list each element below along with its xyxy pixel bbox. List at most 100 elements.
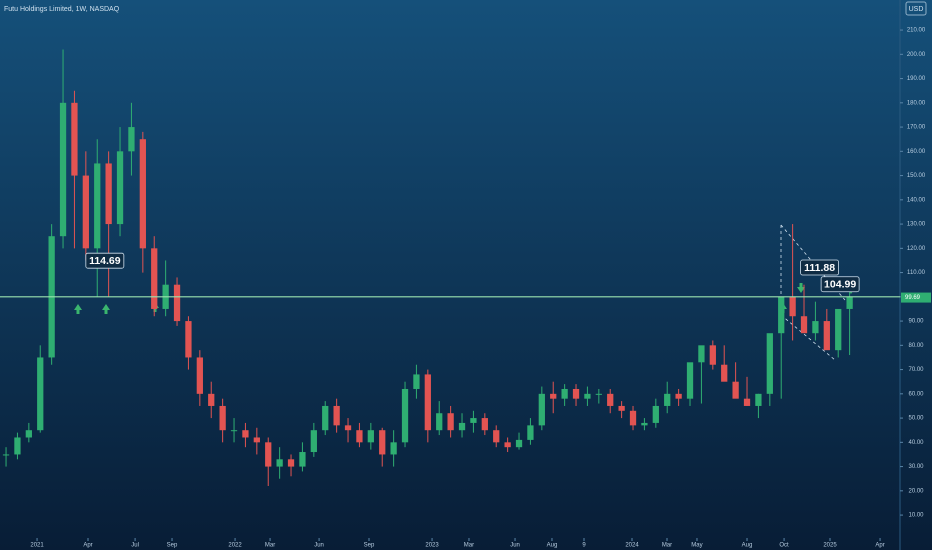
currency-box xyxy=(905,1,927,16)
candle-body xyxy=(401,388,409,443)
candle-body xyxy=(344,425,352,431)
y-tick-label: 180.00 xyxy=(907,100,926,106)
x-tick-label: Sep xyxy=(364,543,375,549)
candle-body xyxy=(721,364,728,382)
candle-body xyxy=(367,430,374,443)
candle-body xyxy=(253,437,260,443)
y-tick-label: 50.00 xyxy=(908,416,924,422)
y-tick-label: 170.00 xyxy=(907,125,926,131)
last-price-box xyxy=(901,292,931,303)
candle-body xyxy=(139,139,146,249)
candle-body xyxy=(607,393,614,406)
currency: USD xyxy=(909,6,924,13)
candle-body xyxy=(481,418,488,431)
candle-body xyxy=(812,321,819,334)
candle-body xyxy=(504,442,511,448)
y-tick-label: 120.00 xyxy=(907,246,926,252)
candle-body xyxy=(276,459,283,467)
candle-body xyxy=(436,413,443,431)
candle-body xyxy=(413,374,420,389)
x-tick-label: 2022 xyxy=(228,543,242,549)
annotation-box xyxy=(820,276,860,293)
x-tick-label: Aug xyxy=(547,543,558,549)
annotation-box xyxy=(800,259,839,276)
x-tick-label: Oct xyxy=(779,543,789,549)
candle-body xyxy=(652,405,659,423)
candle-body xyxy=(242,430,249,438)
y-tick-label: 40.00 xyxy=(908,440,924,446)
candle-body xyxy=(25,430,32,438)
x-tick-label: 2021 xyxy=(30,543,44,549)
candle-body xyxy=(629,410,637,426)
candle-body xyxy=(299,452,306,467)
candle-body xyxy=(59,102,67,237)
y-tick-label: 30.00 xyxy=(908,464,924,470)
candle-body xyxy=(470,418,477,423)
annotation-label: 114.69 xyxy=(89,255,121,267)
candle-body xyxy=(527,425,534,440)
y-tick-label: 10.00 xyxy=(908,513,924,519)
y-tick-label: 60.00 xyxy=(908,391,924,397)
annotation-label: 111.88 xyxy=(804,262,835,274)
candle-body xyxy=(572,388,580,399)
x-tick-label: May xyxy=(691,543,702,549)
candle-body xyxy=(447,413,454,431)
candle-body xyxy=(94,163,101,249)
candle-body xyxy=(173,284,181,322)
candle-body xyxy=(151,248,158,309)
candle-body xyxy=(82,175,89,249)
y-tick-label: 200.00 xyxy=(907,52,926,58)
chart-title: Futu Holdings Limited, 1W, NASDAQ xyxy=(4,6,120,13)
x-tick-label: Sep xyxy=(167,543,178,549)
x-tick-label: Aug xyxy=(742,543,753,549)
candle-body xyxy=(778,296,785,334)
candle-body xyxy=(493,430,500,443)
candle-body xyxy=(14,437,21,455)
candle-body xyxy=(356,430,363,443)
candle-body xyxy=(322,405,329,431)
y-tick-label: 20.00 xyxy=(908,488,924,494)
candle-body xyxy=(37,357,44,431)
x-tick-label: Jun xyxy=(510,543,520,549)
y-tick-label: 210.00 xyxy=(907,28,926,34)
candle-body xyxy=(458,422,466,431)
candle-body xyxy=(561,388,568,399)
annotation-box xyxy=(85,252,125,269)
y-tick-label: 150.00 xyxy=(907,173,926,179)
x-tick-label: 2023 xyxy=(425,543,439,549)
candle-body xyxy=(732,381,739,399)
candle-body xyxy=(789,296,796,317)
x-tick-label: 9 xyxy=(582,543,586,549)
candle-body xyxy=(686,362,694,399)
candle-body xyxy=(698,345,705,363)
y-tick-label: 110.00 xyxy=(907,270,926,276)
x-tick-label: Apr xyxy=(875,543,884,549)
candle-body xyxy=(755,393,762,406)
candle-body xyxy=(800,316,808,334)
y-tick-label: 130.00 xyxy=(907,222,926,228)
x-tick-label: Jul xyxy=(131,543,139,549)
candle-body xyxy=(618,405,625,411)
last-price-label: 99.69 xyxy=(905,295,921,301)
candle-body xyxy=(835,308,842,351)
y-tick-label: 70.00 xyxy=(908,367,924,373)
candle-body xyxy=(116,151,124,225)
candle-body xyxy=(846,296,853,309)
x-tick-label: 2024 xyxy=(625,543,639,549)
x-tick-label: 2025 xyxy=(823,543,837,549)
candle-body xyxy=(71,102,78,176)
candle-body xyxy=(584,393,591,399)
annotation-label: 104.99 xyxy=(824,279,856,291)
candle-body xyxy=(2,454,10,456)
y-tick-label: 80.00 xyxy=(908,343,924,349)
candle-body xyxy=(709,345,716,365)
y-tick-label: 160.00 xyxy=(907,149,926,155)
candle-body xyxy=(333,405,340,426)
candle-body xyxy=(675,393,682,399)
candle-body xyxy=(287,459,295,467)
candle-body xyxy=(823,321,830,351)
candle-body xyxy=(185,321,192,358)
x-tick-label: Mar xyxy=(265,543,275,549)
candle-body xyxy=(105,163,112,225)
